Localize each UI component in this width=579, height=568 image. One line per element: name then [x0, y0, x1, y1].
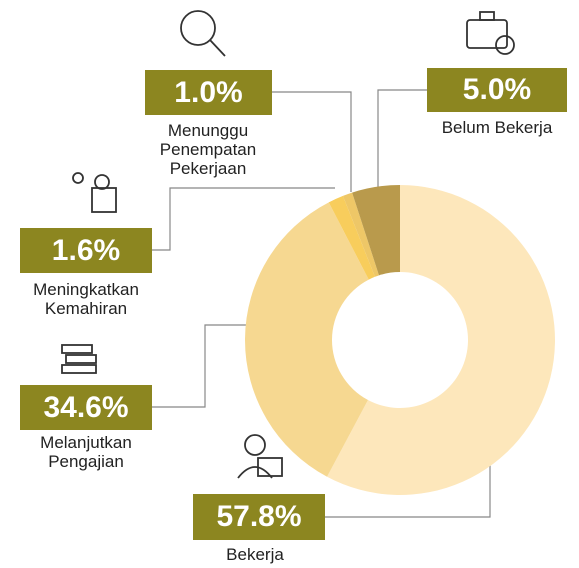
category-label: Bekerja: [226, 545, 284, 564]
value-label: 1.0%: [145, 70, 272, 115]
donut-segment: [328, 195, 375, 280]
category-label: Belum Bekerja: [441, 118, 553, 137]
donut-segment: [245, 202, 369, 477]
value-label: 57.8%: [193, 494, 325, 540]
category-label: Melanjutkan Pengajian: [40, 433, 132, 471]
value-label: 1.6%: [20, 228, 152, 273]
donut-segment: [342, 192, 379, 277]
category-label: Menunggu Penempatan Pekerjaan: [159, 121, 257, 178]
value-label: 5.0%: [427, 68, 567, 112]
connectors: [152, 89, 491, 518]
donut-segment: [352, 185, 400, 276]
donut-segment: [327, 185, 555, 495]
category-label: Meningkatkan Kemahiran: [33, 280, 139, 318]
icons: [61, 10, 515, 479]
value-label: 34.6%: [20, 385, 152, 430]
